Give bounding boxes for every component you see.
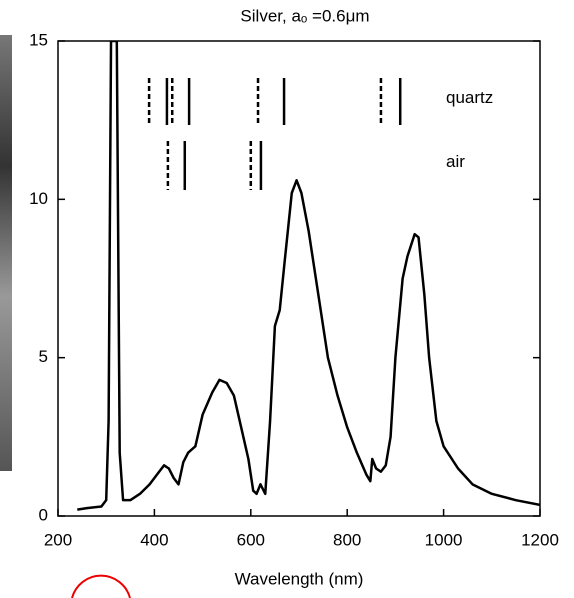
- y-tick-label: 15: [29, 30, 48, 49]
- spectrum-line: [77, 41, 540, 511]
- x-tick-label: 400: [140, 530, 168, 549]
- marker-label: air: [446, 152, 465, 171]
- x-tick-label: 800: [333, 530, 361, 549]
- x-axis-label: Wavelength (nm): [235, 569, 364, 588]
- chart-title: Silver, aₒ =0.6μm: [240, 6, 369, 25]
- marker-label: quartz: [446, 88, 493, 107]
- y-tick-label: 10: [29, 189, 48, 208]
- y-tick-label: 5: [39, 347, 48, 366]
- photo-strip: [0, 35, 12, 471]
- x-tick-label: 200: [44, 530, 72, 549]
- x-tick-label: 1000: [425, 530, 463, 549]
- x-tick-label: 1200: [521, 530, 559, 549]
- x-tick-label: 600: [237, 530, 265, 549]
- red-circle: [71, 574, 131, 598]
- y-tick-label: 0: [39, 505, 48, 524]
- plot-frame: [57, 40, 541, 517]
